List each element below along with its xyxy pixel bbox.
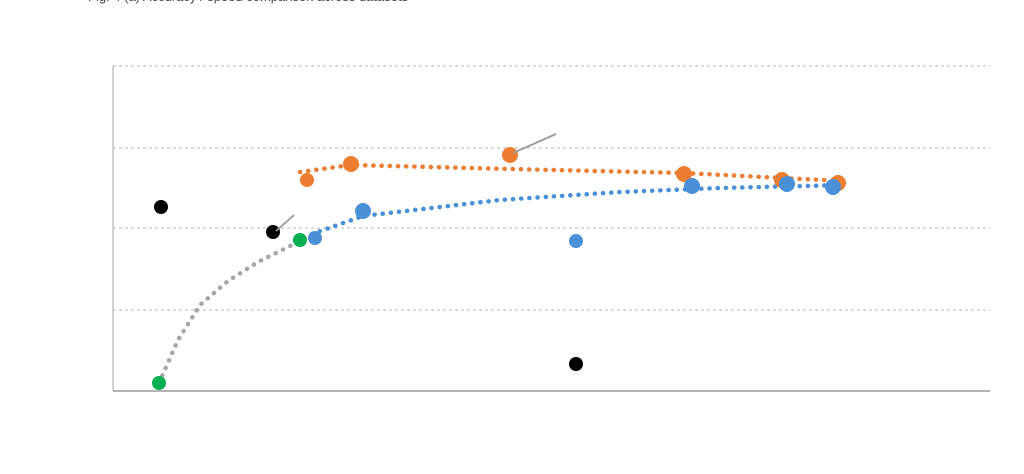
data-point-blue-series-2[interactable] [569, 234, 583, 248]
trend-line-blue-series [309, 182, 848, 237]
data-point-orange-series-3[interactable] [676, 166, 692, 182]
leader-line-black [275, 214, 295, 232]
data-point-orange-series-1[interactable] [343, 156, 359, 172]
data-point-gray-green-series-1[interactable] [293, 233, 307, 247]
data-point-black-markers-1[interactable] [266, 225, 280, 239]
data-point-blue-series-4[interactable] [779, 176, 795, 192]
clipped-title-text: Fig. 4 (a) Accuracy / speed comparison a… [88, 0, 408, 4]
trend-line-orange-series [297, 162, 848, 184]
data-point-blue-series-5[interactable] [825, 179, 841, 195]
data-point-orange-series-2[interactable] [502, 147, 518, 163]
data-point-blue-series-3[interactable] [684, 178, 700, 194]
data-point-blue-series-1[interactable] [355, 203, 371, 219]
leader-line-orange [512, 133, 557, 154]
data-point-orange-series-0[interactable] [300, 173, 314, 187]
trend-line-gray-green-series [156, 237, 306, 386]
data-point-black-markers-0[interactable] [154, 200, 168, 214]
clipped-title-strip: Fig. 4 (a) Accuracy / speed comparison a… [0, 0, 1024, 6]
data-point-black-markers-2[interactable] [569, 357, 583, 371]
data-point-blue-series-0[interactable] [308, 231, 322, 245]
data-point-gray-green-series-0[interactable] [152, 376, 166, 390]
